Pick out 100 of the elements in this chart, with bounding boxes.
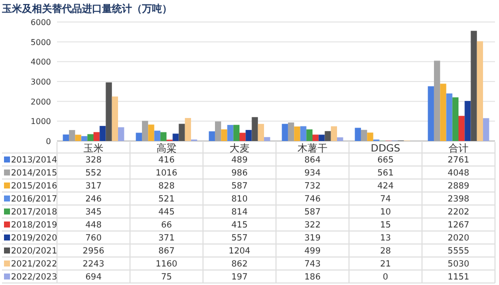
bar bbox=[136, 132, 142, 141]
bar bbox=[476, 41, 484, 141]
data-label: 5555 bbox=[448, 246, 470, 256]
data-label: 448 bbox=[85, 220, 102, 230]
bar bbox=[75, 134, 82, 141]
data-label: 345 bbox=[85, 208, 102, 218]
data-label: 2761 bbox=[448, 156, 470, 166]
data-label: 867 bbox=[158, 246, 175, 256]
bar bbox=[458, 116, 465, 141]
bar bbox=[214, 121, 222, 141]
bar bbox=[330, 126, 338, 141]
data-label: 246 bbox=[85, 194, 102, 204]
data-label: 521 bbox=[158, 194, 175, 204]
data-label: 665 bbox=[377, 156, 394, 166]
data-label: 186 bbox=[304, 272, 321, 282]
bar bbox=[246, 130, 252, 141]
data-label: 561 bbox=[377, 168, 394, 178]
data-label: 13 bbox=[380, 234, 391, 244]
data-label: 587 bbox=[231, 182, 248, 192]
bar bbox=[160, 132, 166, 141]
bar bbox=[312, 134, 319, 141]
bar bbox=[300, 126, 306, 141]
data-label: 934 bbox=[304, 168, 321, 178]
bar bbox=[367, 132, 374, 141]
data-label: 1016 bbox=[156, 168, 178, 178]
bar bbox=[318, 134, 325, 141]
y-tick-label: 4000 bbox=[30, 58, 51, 67]
x-tick-label: 木薯干 bbox=[298, 142, 328, 154]
bar bbox=[100, 126, 106, 141]
y-tick-label: 2000 bbox=[30, 97, 51, 106]
data-label: 1267 bbox=[448, 220, 470, 230]
data-label: 2020 bbox=[448, 234, 470, 244]
data-label: 21 bbox=[380, 260, 391, 270]
data-label: 424 bbox=[377, 182, 394, 192]
data-label: 557 bbox=[231, 234, 248, 244]
data-label: 499 bbox=[304, 246, 321, 256]
bar bbox=[154, 130, 160, 141]
x-tick-label: 高粱 bbox=[156, 142, 176, 154]
data-label: 2243 bbox=[82, 260, 104, 270]
chart-title: 玉米及相关替代品进口量统计（万吨） bbox=[1, 3, 172, 15]
bar bbox=[324, 131, 331, 141]
legend-label: 2014/2015 bbox=[11, 168, 58, 178]
bar bbox=[142, 120, 148, 141]
bar bbox=[470, 30, 477, 141]
x-tick-label: DDGS bbox=[370, 144, 400, 154]
data-label: 322 bbox=[304, 220, 321, 230]
y-tick-label: 1000 bbox=[30, 117, 51, 126]
data-label: 743 bbox=[304, 260, 321, 270]
bar bbox=[208, 131, 215, 141]
bar bbox=[306, 129, 312, 141]
data-label: 986 bbox=[231, 168, 248, 178]
bar bbox=[112, 96, 118, 141]
bar bbox=[282, 124, 288, 141]
data-label: 371 bbox=[158, 234, 175, 244]
data-label: 2398 bbox=[448, 194, 470, 204]
bar bbox=[446, 93, 452, 141]
bar bbox=[87, 134, 94, 141]
bar bbox=[294, 126, 300, 141]
data-label: 552 bbox=[85, 168, 102, 178]
bar bbox=[227, 124, 234, 141]
bar bbox=[184, 118, 192, 141]
bar bbox=[428, 86, 434, 141]
data-label: 5030 bbox=[448, 260, 470, 270]
data-label: 2202 bbox=[448, 208, 470, 218]
x-tick-label: 合计 bbox=[448, 142, 468, 154]
data-label: 810 bbox=[231, 194, 248, 204]
bar bbox=[252, 117, 258, 141]
bar bbox=[288, 122, 294, 141]
data-label: 862 bbox=[231, 260, 248, 270]
bar bbox=[452, 97, 458, 141]
y-tick-label: 3000 bbox=[30, 78, 51, 86]
bar bbox=[440, 84, 446, 141]
data-label: 197 bbox=[231, 272, 248, 282]
bar bbox=[62, 134, 69, 141]
bar bbox=[337, 137, 344, 141]
y-tick-label: 6000 bbox=[30, 18, 51, 27]
legend-label: 2016/2017 bbox=[11, 194, 58, 204]
bar bbox=[68, 130, 76, 141]
bar bbox=[360, 130, 368, 141]
data-label: 66 bbox=[161, 220, 172, 230]
data-label: 0 bbox=[382, 272, 388, 282]
data-label: 75 bbox=[161, 272, 172, 282]
bar bbox=[118, 127, 124, 141]
bar bbox=[94, 132, 100, 141]
legend-label: 2013/2014 bbox=[11, 156, 58, 166]
data-label: 415 bbox=[231, 220, 248, 230]
bar bbox=[464, 100, 471, 141]
bar bbox=[178, 124, 185, 141]
data-label: 319 bbox=[304, 234, 321, 244]
bar bbox=[221, 129, 228, 141]
data-label: 28 bbox=[380, 246, 391, 256]
data-label: 317 bbox=[85, 182, 102, 192]
bar bbox=[233, 124, 240, 141]
bar bbox=[240, 132, 246, 141]
legend-label: 2015/2016 bbox=[11, 182, 58, 192]
x-tick-label: 玉米 bbox=[84, 142, 104, 154]
data-label: 732 bbox=[304, 182, 321, 192]
data-label: 746 bbox=[304, 194, 321, 204]
bar bbox=[81, 136, 88, 141]
legend-label: 2022/2023 bbox=[11, 272, 58, 282]
